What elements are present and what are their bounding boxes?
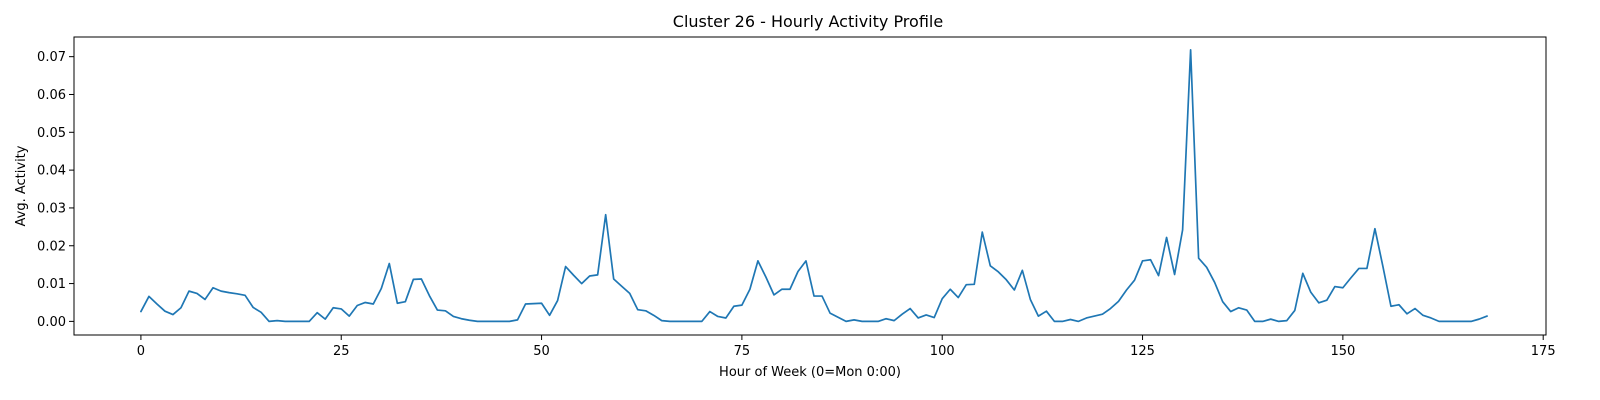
y-tick-label: 0.03 (37, 201, 66, 216)
y-tick-label: 0.06 (37, 88, 66, 103)
series-line-activity (140, 49, 1488, 323)
y-axis: 0.00 0.01 0.02 0.03 0.04 0.05 0.06 0.07 (37, 50, 74, 330)
x-axis: 0 25 50 75 100 125 150 175 (137, 335, 1556, 359)
y-tick-label: 0.05 (37, 126, 66, 141)
x-tick-label: 0 (137, 344, 145, 359)
x-tick-label: 100 (930, 344, 955, 359)
x-tick-label: 150 (1330, 344, 1355, 359)
y-tick-label: 0.00 (37, 315, 66, 330)
y-tick-label: 0.02 (37, 239, 66, 254)
x-axis-label: Hour of Week (0=Mon 0:00) (719, 365, 901, 380)
chart-title: Cluster 26 - Hourly Activity Profile (673, 12, 943, 31)
x-tick-label: 75 (734, 344, 751, 359)
x-tick-label: 50 (533, 344, 550, 359)
y-tick-label: 0.07 (37, 50, 66, 65)
y-tick-label: 0.04 (37, 164, 66, 179)
y-axis-label: Avg. Activity (14, 145, 29, 226)
y-tick-label: 0.01 (37, 277, 66, 292)
plot-frame (73, 36, 1547, 336)
x-tick-label: 125 (1130, 344, 1155, 359)
plot-area (74, 37, 1546, 335)
x-tick-label: 175 (1531, 344, 1556, 359)
x-tick-label: 25 (333, 344, 350, 359)
